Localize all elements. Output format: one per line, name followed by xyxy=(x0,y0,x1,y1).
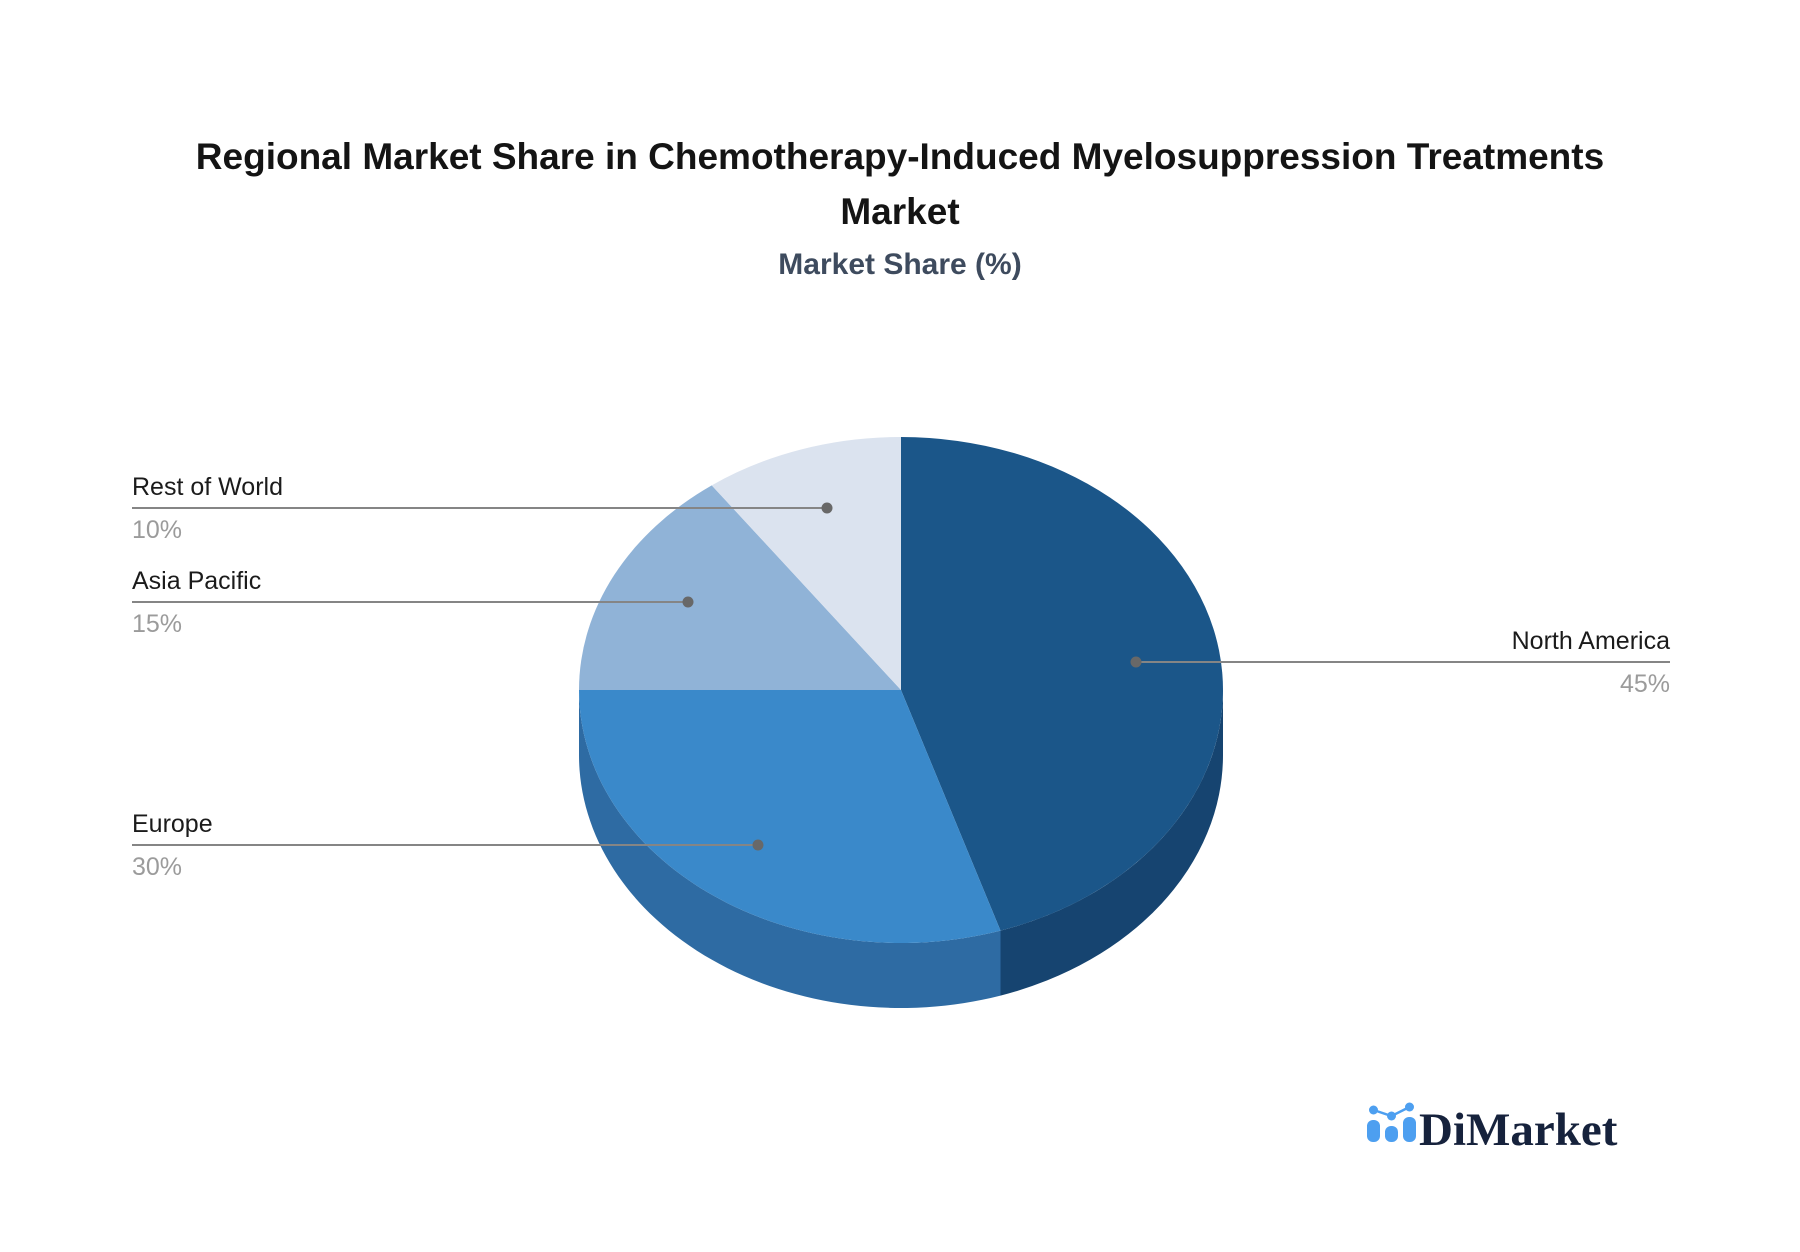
pie-slice-europe[interactable] xyxy=(579,690,1001,944)
pie-wall-north-america xyxy=(1000,690,1223,996)
pie-wall-europe xyxy=(579,690,1001,1008)
chart-subtitle: Market Share (%) xyxy=(778,248,1022,281)
chart-title-line1: Regional Market Share in Chemotherapy-In… xyxy=(195,136,1605,177)
pie-slice-rest-of-world[interactable] xyxy=(711,437,901,690)
leader-dot-europe xyxy=(752,839,764,851)
leader-dot-north-america xyxy=(1130,656,1142,668)
logo-wordmark: DiMarket xyxy=(1419,1104,1618,1156)
leader-dot-asia-pacific xyxy=(682,596,694,608)
dimarket-logo: DiMarket xyxy=(1367,1102,1618,1156)
leader-dot-rest-of-world xyxy=(821,502,833,514)
pie-slice-north-america[interactable] xyxy=(901,437,1224,931)
pie-slice-asia-pacific[interactable] xyxy=(579,485,901,690)
chart-title: Regional Market Share in Chemotherapy-In… xyxy=(0,129,1800,239)
chart-title-line2: Market xyxy=(840,191,960,232)
bar-chart-icon xyxy=(1367,1102,1416,1142)
